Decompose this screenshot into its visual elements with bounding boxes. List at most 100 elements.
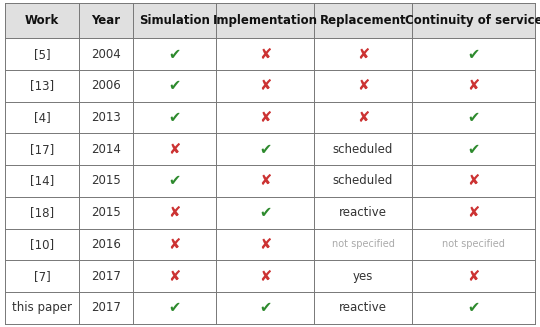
Bar xyxy=(79,292,133,324)
Text: [4]: [4] xyxy=(34,111,51,124)
Text: ✘: ✘ xyxy=(259,78,271,93)
Text: [13]: [13] xyxy=(30,79,54,92)
Text: 2004: 2004 xyxy=(91,47,121,60)
Text: reactive: reactive xyxy=(339,301,387,314)
Bar xyxy=(5,3,79,38)
Bar xyxy=(133,3,216,38)
Bar xyxy=(79,165,133,197)
Bar xyxy=(216,229,314,260)
Text: 2016: 2016 xyxy=(91,238,121,251)
Text: ✔: ✔ xyxy=(168,78,180,93)
Text: 2017: 2017 xyxy=(91,270,121,283)
Bar xyxy=(412,3,535,38)
Text: Work: Work xyxy=(25,14,59,27)
Bar xyxy=(216,165,314,197)
Bar xyxy=(314,70,412,102)
Text: ✘: ✘ xyxy=(259,237,271,252)
Text: ✘: ✘ xyxy=(467,269,480,284)
Bar xyxy=(314,229,412,260)
Bar xyxy=(79,229,133,260)
Text: not specified: not specified xyxy=(332,239,395,250)
Text: ✔: ✔ xyxy=(259,142,271,157)
Bar xyxy=(5,260,79,292)
Bar xyxy=(5,133,79,165)
Bar xyxy=(133,133,216,165)
Bar xyxy=(216,70,314,102)
Text: ✔: ✔ xyxy=(168,110,180,125)
Bar xyxy=(133,292,216,324)
Text: ✘: ✘ xyxy=(259,173,271,188)
Text: [5]: [5] xyxy=(34,47,50,60)
Bar xyxy=(412,102,535,133)
Bar xyxy=(79,260,133,292)
Text: [14]: [14] xyxy=(30,174,55,187)
Text: [17]: [17] xyxy=(30,143,55,156)
Text: ✘: ✘ xyxy=(168,237,180,252)
Text: [18]: [18] xyxy=(30,206,54,219)
Bar xyxy=(412,229,535,260)
Bar xyxy=(133,229,216,260)
Bar xyxy=(412,165,535,197)
Text: [7]: [7] xyxy=(34,270,51,283)
Bar xyxy=(412,38,535,70)
Text: ✘: ✘ xyxy=(357,78,369,93)
Text: ✔: ✔ xyxy=(467,301,480,315)
Text: ✘: ✘ xyxy=(467,78,480,93)
Text: ✘: ✘ xyxy=(259,46,271,61)
Bar xyxy=(133,165,216,197)
Text: 2013: 2013 xyxy=(91,111,121,124)
Text: ✔: ✔ xyxy=(168,173,180,188)
Text: scheduled: scheduled xyxy=(333,174,393,187)
Bar xyxy=(216,38,314,70)
Text: ✘: ✘ xyxy=(168,205,180,220)
Bar xyxy=(79,197,133,229)
Text: 2017: 2017 xyxy=(91,301,121,314)
Bar xyxy=(79,70,133,102)
Bar xyxy=(412,197,535,229)
Bar xyxy=(314,133,412,165)
Text: ✔: ✔ xyxy=(168,46,180,61)
Text: ✔: ✔ xyxy=(467,142,480,157)
Bar xyxy=(79,133,133,165)
Text: not specified: not specified xyxy=(442,239,505,250)
Bar xyxy=(216,197,314,229)
Bar xyxy=(133,197,216,229)
Bar xyxy=(216,260,314,292)
Bar xyxy=(314,260,412,292)
Text: reactive: reactive xyxy=(339,206,387,219)
Bar xyxy=(216,292,314,324)
Text: [10]: [10] xyxy=(30,238,54,251)
Bar xyxy=(216,133,314,165)
Text: ✔: ✔ xyxy=(467,110,480,125)
Text: ✘: ✘ xyxy=(467,205,480,220)
Bar xyxy=(5,38,79,70)
Bar xyxy=(5,197,79,229)
Text: Implementation: Implementation xyxy=(213,14,318,27)
Text: ✘: ✘ xyxy=(357,110,369,125)
Bar xyxy=(133,102,216,133)
Bar xyxy=(314,165,412,197)
Bar xyxy=(314,197,412,229)
Text: ✘: ✘ xyxy=(168,269,180,284)
Text: Continuity of service: Continuity of service xyxy=(404,14,540,27)
Text: this paper: this paper xyxy=(12,301,72,314)
Bar xyxy=(133,70,216,102)
Text: 2006: 2006 xyxy=(91,79,121,92)
Text: ✔: ✔ xyxy=(259,301,271,315)
Bar xyxy=(412,260,535,292)
Text: ✘: ✘ xyxy=(168,142,180,157)
Text: ✘: ✘ xyxy=(467,173,480,188)
Text: ✘: ✘ xyxy=(357,46,369,61)
Text: ✘: ✘ xyxy=(259,110,271,125)
Bar xyxy=(314,38,412,70)
Bar xyxy=(5,102,79,133)
Bar xyxy=(79,38,133,70)
Bar xyxy=(5,70,79,102)
Bar xyxy=(314,3,412,38)
Bar xyxy=(5,165,79,197)
Bar xyxy=(5,292,79,324)
Bar xyxy=(216,102,314,133)
Bar xyxy=(412,133,535,165)
Text: ✔: ✔ xyxy=(259,205,271,220)
Bar xyxy=(5,229,79,260)
